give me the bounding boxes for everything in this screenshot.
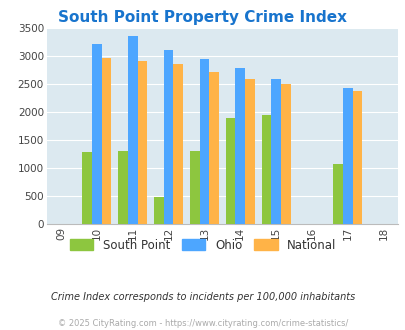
Bar [280,83,290,224]
Bar [128,36,137,224]
Bar [101,58,111,224]
Legend: South Point, Ohio, National: South Point, Ohio, National [65,234,340,256]
Bar [199,59,209,224]
Bar [342,88,352,224]
Bar [190,151,199,224]
Text: © 2025 CityRating.com - https://www.cityrating.com/crime-statistics/: © 2025 CityRating.com - https://www.city… [58,319,347,328]
Bar [153,197,163,224]
Text: South Point Property Crime Index: South Point Property Crime Index [58,10,347,25]
Bar [333,164,342,224]
Bar [261,115,271,224]
Bar [92,44,101,224]
Text: Crime Index corresponds to incidents per 100,000 inhabitants: Crime Index corresponds to incidents per… [51,292,354,302]
Bar [163,50,173,224]
Bar [271,79,280,224]
Bar [225,118,235,224]
Bar [352,91,361,224]
Bar [209,72,218,224]
Bar [245,79,254,224]
Bar [235,68,245,224]
Bar [173,64,183,224]
Bar [118,151,128,224]
Bar [137,61,147,224]
Bar [82,152,92,224]
